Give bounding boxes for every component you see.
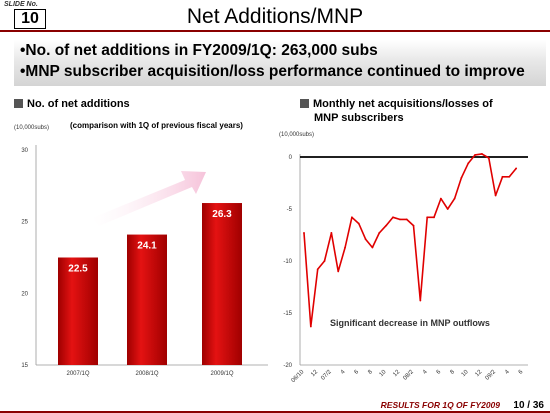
mnp-data-point <box>357 222 360 225</box>
bar-value-label: 22.5 <box>68 264 88 275</box>
mnp-data-point <box>392 216 394 219</box>
slide-number: 10 <box>14 9 46 29</box>
right-chart-heading-line2: MNP subscribers <box>314 112 404 124</box>
summary-box: •No. of net additions in FY2009/1Q: 263,… <box>14 40 546 86</box>
mnp-data-point <box>460 176 463 179</box>
mnp-data-point <box>446 208 449 210</box>
right-x-tick-label: 8 <box>367 369 374 376</box>
right-x-tick-label: 08/2 <box>402 369 415 382</box>
mnp-data-point <box>398 218 401 221</box>
bar-value-label: 24.1 <box>137 241 157 252</box>
right-x-tick-label: 4 <box>422 369 429 376</box>
mnp-data-point <box>309 325 312 328</box>
summary-bullet-1: •No. of net additions in FY2009/1Q: 263,… <box>20 42 378 59</box>
page-title: Net Additions/MNP <box>186 5 364 28</box>
right-x-tick-label: 10 <box>461 369 470 378</box>
slide-number-label: SLIDE No. <box>4 1 38 8</box>
left-x-tick-label: 2009/1Q <box>210 371 233 377</box>
mnp-data-point <box>439 197 442 200</box>
left-y-tick-label: 15 <box>21 363 28 369</box>
mnp-data-point <box>378 232 381 234</box>
right-x-tick-label: 09/2 <box>485 369 498 382</box>
right-x-tick-label: 12 <box>310 369 319 378</box>
mnp-data-point <box>453 197 456 200</box>
square-bullet-icon <box>300 99 309 108</box>
title-divider <box>0 30 550 32</box>
mnp-data-point <box>419 299 422 302</box>
mnp-data-point <box>508 175 511 178</box>
mnp-data-point <box>330 232 333 234</box>
bar-2007-1Q <box>58 257 98 365</box>
mnp-net-series-line <box>303 153 517 328</box>
mnp-data-point <box>371 246 374 249</box>
right-x-tick-label: 12 <box>392 369 401 378</box>
mnp-data-point <box>501 175 504 178</box>
mnp-data-point <box>426 216 429 219</box>
mnp-data-point <box>364 238 367 241</box>
right-x-tick-label: 4 <box>504 369 511 376</box>
mnp-data-point <box>344 246 346 249</box>
right-x-tick-label: 06/10 <box>291 369 306 384</box>
mnp-data-point <box>405 218 408 221</box>
mnp-data-point <box>385 224 388 227</box>
left-y-tick-label: 20 <box>21 291 28 297</box>
left-x-tick-label: 2008/1Q <box>135 371 158 377</box>
right-y-tick-label: -20 <box>283 363 292 369</box>
square-bullet-icon <box>14 99 23 108</box>
mnp-data-point <box>412 224 415 227</box>
mnp-data-point <box>474 154 476 156</box>
bar-2008-1Q <box>127 234 167 365</box>
footer-text: RESULTS FOR 1Q OF FY2009 <box>380 400 500 410</box>
right-x-tick-label: 6 <box>518 369 525 376</box>
left-y-tick-label: 25 <box>21 220 28 226</box>
right-x-tick-label: 4 <box>340 369 347 376</box>
bar-value-label: 26.3 <box>212 209 232 220</box>
footer-divider <box>0 411 550 413</box>
right-x-tick-label: 6 <box>354 369 361 376</box>
mnp-data-point <box>316 268 319 271</box>
right-y-tick-label: -10 <box>283 259 292 265</box>
mnp-data-point <box>481 152 483 155</box>
right-chart-heading: Monthly net acquisitions/losses of <box>300 98 493 110</box>
trend-arrow-icon <box>92 171 206 226</box>
right-x-tick-label: 10 <box>379 369 388 378</box>
summary-bullet-2: •MNP subscriber acquisition/loss perform… <box>20 63 525 80</box>
mnp-data-point <box>467 162 470 165</box>
right-x-tick-label: 6 <box>436 369 443 376</box>
left-chart-unit: (10,000subs) <box>14 125 50 131</box>
left-y-tick-label: 30 <box>21 148 28 154</box>
mnp-data-point <box>351 216 353 219</box>
mnp-data-point <box>494 194 497 197</box>
right-x-tick-label: 12 <box>474 369 483 378</box>
right-chart-unit: (10,000subs) <box>279 132 315 138</box>
mnp-data-point <box>433 216 435 219</box>
page-number: 10 / 36 <box>513 400 544 411</box>
right-x-tick-label: 8 <box>449 369 456 376</box>
mnp-data-point <box>487 157 490 159</box>
mnp-data-point <box>323 260 326 262</box>
mnp-data-point <box>337 270 340 273</box>
mnp-data-point <box>303 232 305 234</box>
right-x-tick-label: 07/2 <box>320 369 333 382</box>
left-chart-heading: No. of net additions <box>14 98 130 110</box>
bar-2009-1Q <box>202 203 242 365</box>
left-x-tick-label: 2007/1Q <box>66 371 89 377</box>
right-y-tick-label: -5 <box>287 207 293 213</box>
right-y-tick-label: -15 <box>283 311 292 317</box>
left-chart-note: (comparison with 1Q of previous fiscal y… <box>70 121 243 130</box>
right-y-tick-label: 0 <box>289 155 293 161</box>
mnp-data-point <box>515 167 518 170</box>
chart-annotation: Significant decrease in MNP outflows <box>330 318 490 328</box>
